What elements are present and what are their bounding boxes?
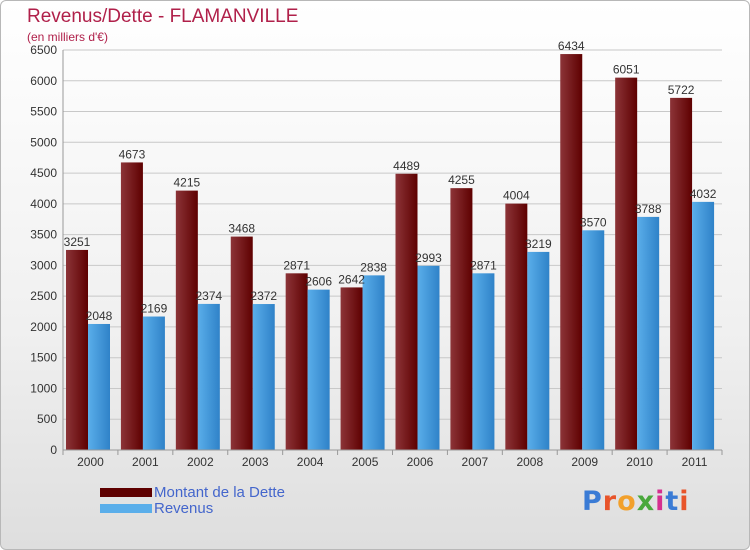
y-tick-label: 5000 [30, 135, 57, 149]
bar-dette [285, 273, 308, 450]
bar-value-label: 2838 [360, 260, 387, 274]
bar-value-label: 3219 [525, 237, 552, 251]
bar-revenus [472, 273, 495, 450]
x-tick-label: 2011 [682, 455, 708, 469]
bar-value-label: 3570 [580, 215, 607, 229]
legend-swatch-revenus [100, 504, 152, 513]
bar-value-label: 3251 [64, 235, 91, 249]
bar-revenus [197, 303, 220, 450]
bar-revenus [307, 289, 330, 450]
y-tick-label: 5500 [30, 105, 57, 119]
bar-value-label: 2606 [305, 275, 332, 289]
bar-value-label: 2374 [195, 289, 222, 303]
chart-title: Revenus/Dette - FLAMANVILLE [27, 6, 299, 27]
bar-revenus [692, 201, 715, 450]
data-labels: 3251 4673 4215 3468 2871 2642 4489 4255 4004 6434… [64, 39, 717, 323]
y-tick-label: 3500 [30, 228, 57, 242]
logo-letter: P [582, 486, 603, 517]
x-tick-label: 2006 [407, 455, 434, 469]
bar-dette [615, 77, 638, 450]
logo-letter: t [665, 486, 680, 517]
bar-dette [175, 190, 198, 450]
bar-revenus [637, 216, 660, 450]
y-tick-label: 0 [50, 443, 57, 457]
bar-revenus [142, 316, 165, 450]
x-tick-label: 2003 [242, 455, 269, 469]
x-tick-label: 2002 [187, 455, 214, 469]
y-tick-label: 500 [37, 412, 57, 426]
y-tick-label: 2500 [30, 289, 57, 303]
legend-label-dette: Montant de la Dette [154, 484, 285, 501]
chart-subtitle: (en milliers d'€) [27, 30, 108, 44]
y-tick-label: 6500 [30, 43, 57, 57]
bar-revenus [252, 304, 275, 450]
logo-letter: i [655, 486, 666, 517]
bar-value-label: 3468 [228, 222, 255, 236]
axes: 0 500 1000 1500 2000 2500 3000 3500 4000 4500 5000… [30, 43, 723, 469]
bar-dette [340, 287, 363, 450]
y-tick-label: 2000 [30, 320, 57, 334]
x-tick-label: 2009 [571, 455, 598, 469]
bar-value-label: 2642 [338, 272, 365, 286]
bar-value-label: 4032 [690, 187, 717, 201]
x-tick-label: 2001 [132, 455, 159, 469]
bar-value-label: 4673 [119, 147, 146, 161]
bar-value-label: 4489 [393, 159, 420, 173]
bar-revenus [527, 251, 550, 450]
bar-value-label: 3788 [635, 202, 662, 216]
bar-value-label: 6051 [613, 63, 640, 77]
bar-revenus [88, 323, 110, 450]
bar-dette [505, 203, 528, 450]
bars [66, 54, 715, 451]
bar-dette [66, 249, 88, 450]
bar-value-label: 4255 [448, 173, 475, 187]
bar-revenus [362, 275, 385, 450]
bar-value-label: 2048 [86, 309, 113, 323]
bar-revenus [582, 230, 605, 450]
x-tick-label: 2007 [462, 455, 489, 469]
x-tick-label: 2010 [626, 455, 653, 469]
bar-dette [395, 173, 418, 450]
bar-dette [230, 236, 253, 450]
bar-dette [560, 54, 583, 451]
bar-revenus [417, 265, 440, 450]
proxiti-logo: Proxiti [582, 486, 690, 517]
logo-letter: o [617, 486, 637, 517]
bar-value-label: 2993 [415, 251, 442, 265]
legend-swatch-dette [100, 488, 152, 497]
y-tick-label: 1000 [30, 381, 57, 395]
bar-value-label: 6434 [558, 39, 585, 53]
bar-value-label: 2372 [250, 289, 277, 303]
bar-value-label: 4004 [503, 189, 530, 203]
bar-value-label: 2871 [470, 258, 497, 272]
logo-letter: i [679, 486, 690, 517]
bar-value-label: 2871 [283, 258, 310, 272]
y-tick-label: 3000 [30, 258, 57, 272]
x-tick-label: 2008 [516, 455, 543, 469]
legend-label-revenus: Revenus [154, 500, 214, 517]
y-tick-label: 4500 [30, 166, 57, 180]
x-tick-label: 2004 [297, 455, 324, 469]
bar-value-label: 2169 [141, 302, 168, 316]
y-tick-label: 6000 [30, 74, 57, 88]
y-tick-label: 1500 [30, 351, 57, 365]
bar-dette [120, 162, 143, 450]
y-tick-label: 4000 [30, 197, 57, 211]
logo-letter: r [602, 486, 618, 517]
bar-dette [670, 97, 693, 450]
x-tick-label: 2005 [352, 455, 379, 469]
bar-dette [450, 188, 473, 450]
bar-value-label: 5722 [668, 83, 695, 97]
logo-letter: x [636, 486, 656, 517]
grid-lines [63, 49, 722, 420]
bar-value-label: 4215 [173, 176, 200, 190]
x-tick-label: 2000 [77, 455, 104, 469]
